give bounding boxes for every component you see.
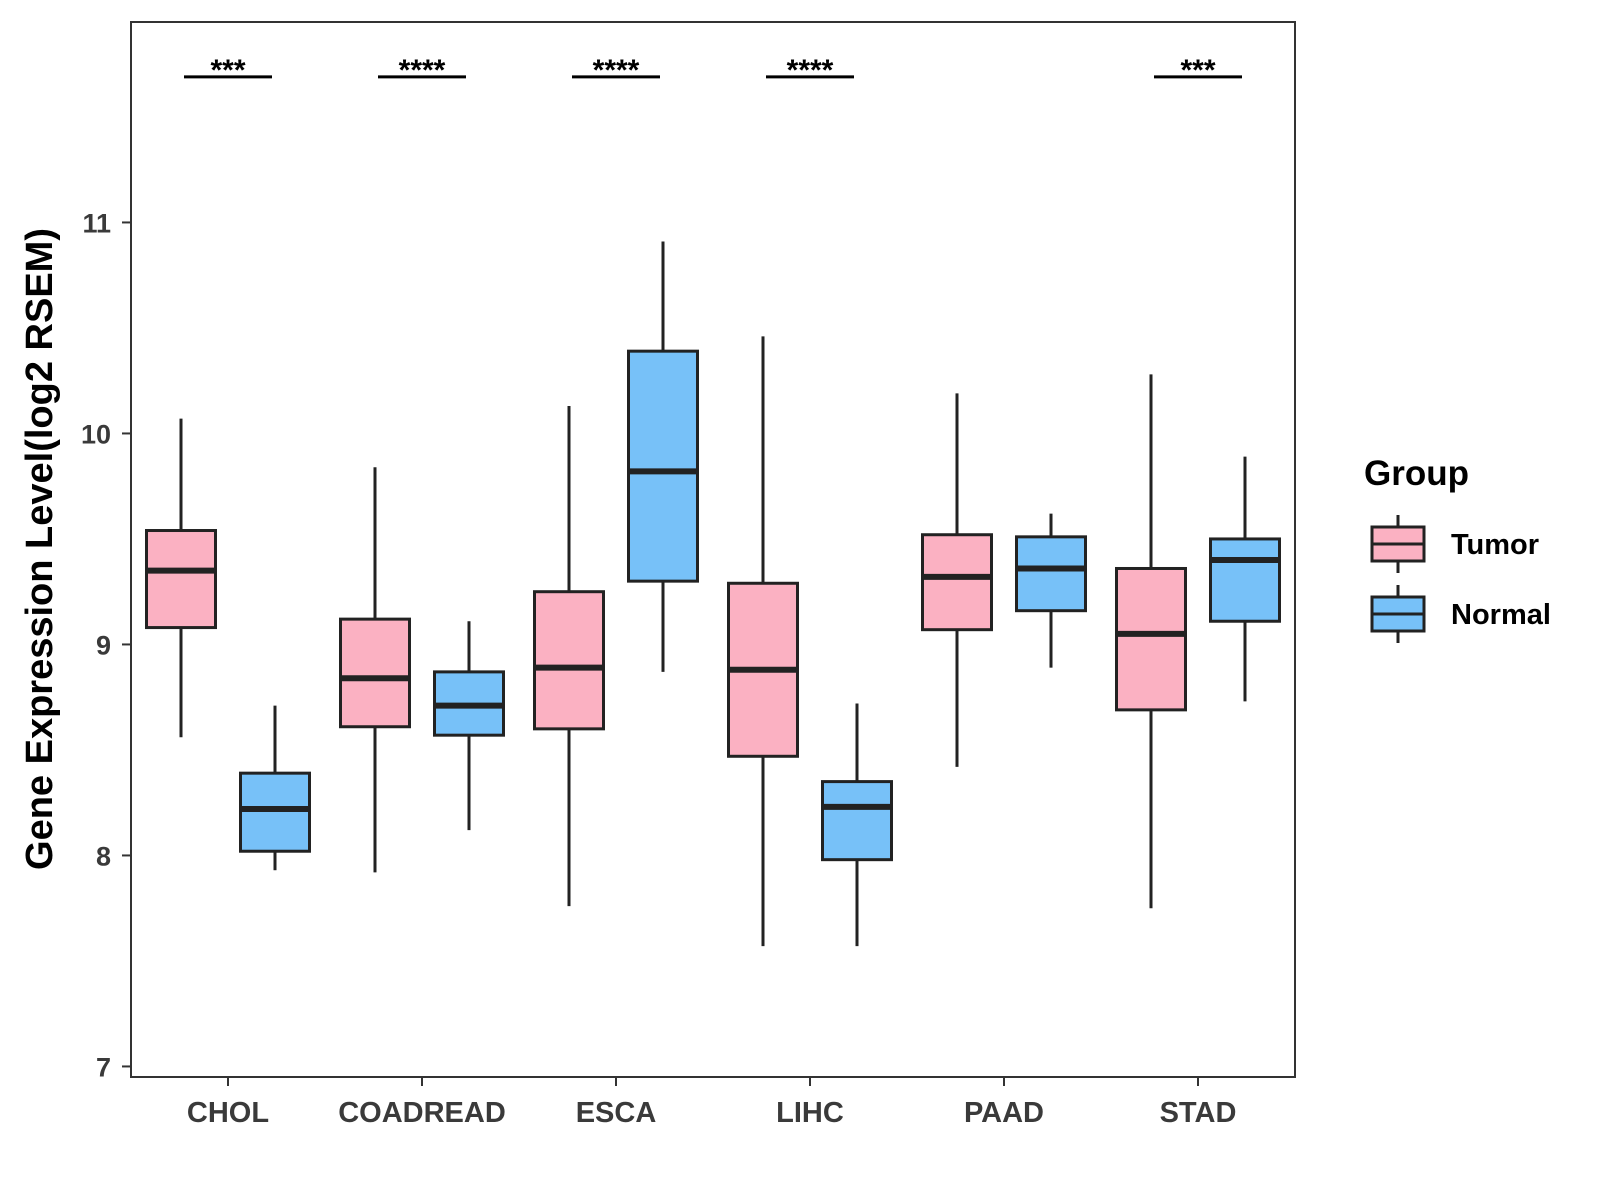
box-normal (1209, 537, 1281, 623)
box-tumor (533, 590, 605, 731)
legend-label-normal: Normal (1451, 599, 1551, 631)
significance-label: *** (210, 54, 245, 87)
x-tick-label: LIHC (776, 1097, 844, 1129)
x-tick-label: ESCA (576, 1097, 657, 1129)
box-normal (1015, 535, 1087, 613)
significance-label: **** (593, 54, 640, 87)
x-tick-label: COADREAD (338, 1097, 506, 1129)
box-tumor (145, 529, 217, 630)
significance-label: **** (399, 54, 446, 87)
box-tumor (1115, 566, 1187, 712)
box-tumor (339, 617, 411, 729)
y-tick-label: 11 (82, 208, 111, 238)
y-axis-title: Gene Expression Level(log2 RSEM) (19, 228, 61, 870)
box-tumor (921, 533, 993, 632)
significance-label: **** (787, 54, 834, 87)
y-tick-label: 8 (96, 841, 111, 871)
legend-label-tumor: Tumor (1451, 529, 1539, 561)
y-tick-label: 7 (96, 1052, 111, 1082)
x-tick-label: STAD (1160, 1097, 1237, 1129)
box-normal (239, 771, 311, 853)
y-tick-label: 9 (96, 630, 111, 660)
y-tick-label: 10 (81, 419, 111, 449)
legend-title: Group (1364, 454, 1469, 493)
box-normal (821, 780, 893, 862)
plot-panel-border (130, 21, 1296, 1078)
significance-label: *** (1180, 54, 1215, 87)
box-normal (627, 349, 699, 583)
x-tick-label: CHOL (187, 1097, 269, 1129)
x-tick-label: PAAD (964, 1097, 1044, 1129)
